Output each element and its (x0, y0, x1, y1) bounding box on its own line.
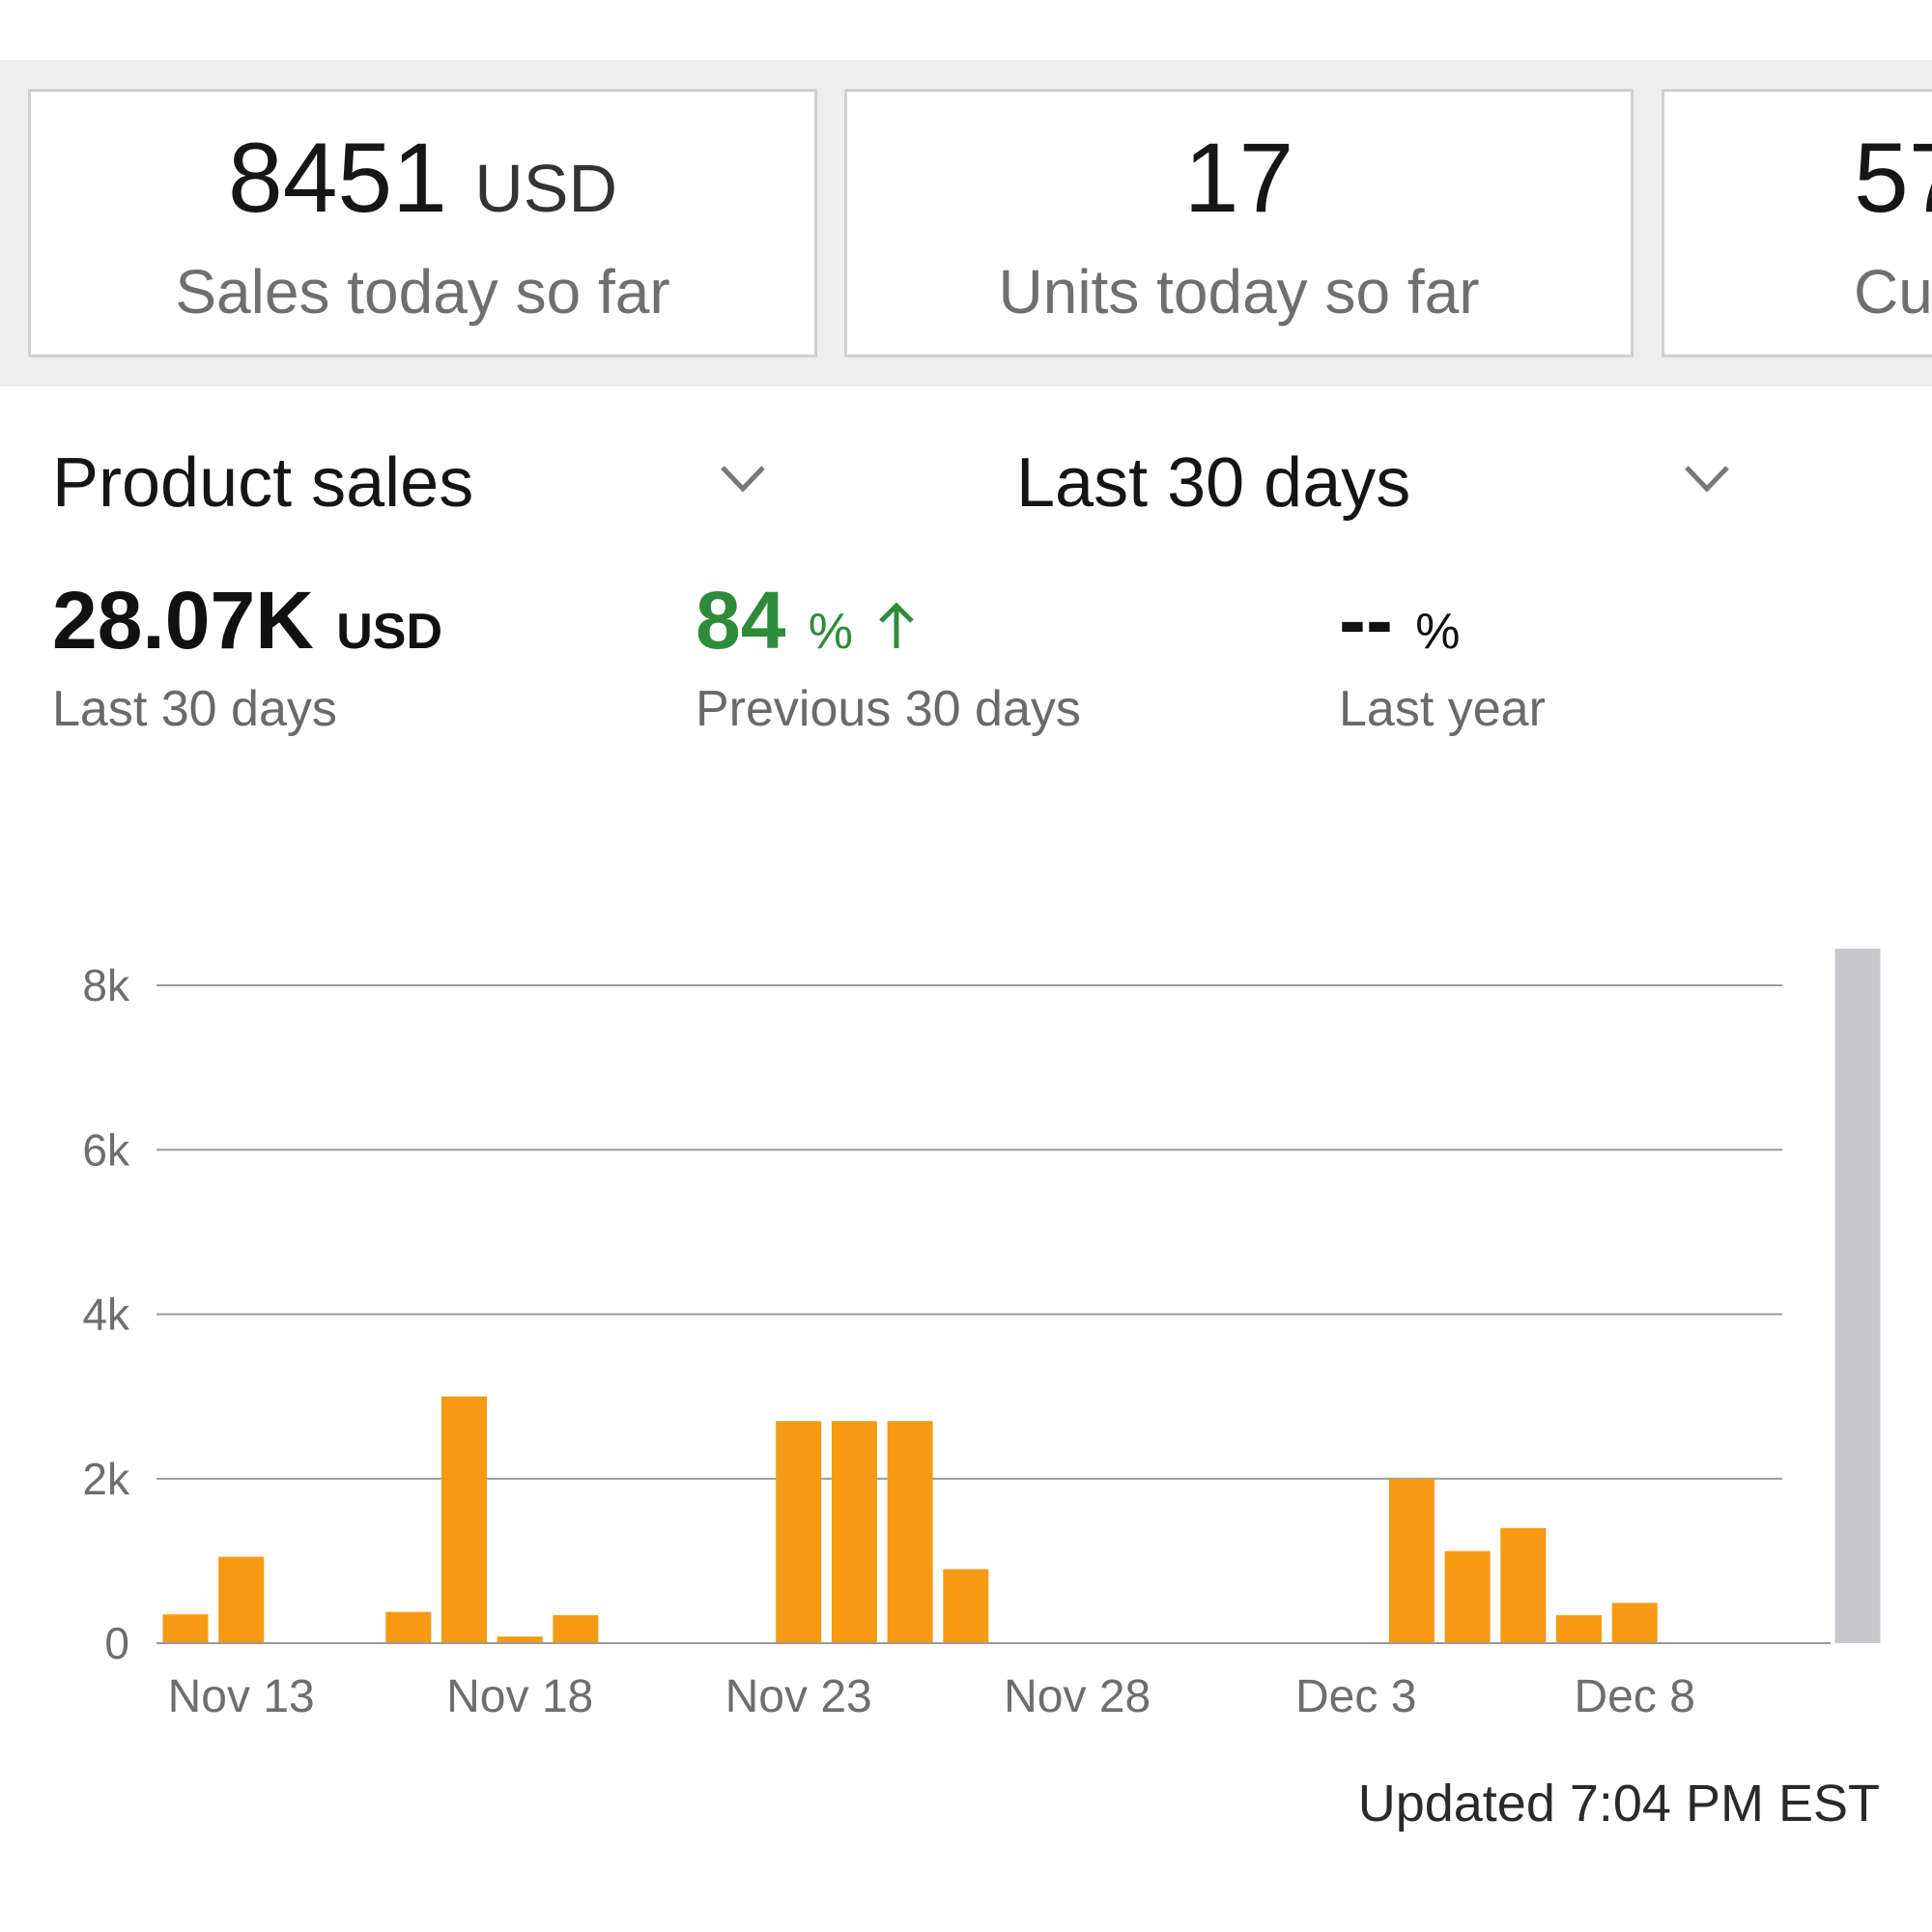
today-bar (1834, 949, 1881, 1643)
sales-bar (1611, 1603, 1658, 1643)
arrow-up-icon (879, 602, 915, 648)
sales-bar (831, 1421, 877, 1643)
y-tick-label: 6k (82, 1124, 130, 1175)
sales-today-unit: USD (474, 151, 618, 226)
current-caption: Curr (1854, 257, 1932, 327)
chevron-down-icon (1685, 466, 1729, 493)
sales-bar (1388, 1478, 1435, 1643)
sales-today-value: 8451 USD (227, 123, 618, 233)
metric-dropdown-label: Product sales (52, 444, 474, 522)
date-range-dropdown[interactable]: Last 30 days (1016, 415, 1750, 551)
x-tick-label: Dec 3 (1295, 1671, 1416, 1722)
y-tick-label: 0 (104, 1618, 129, 1668)
current-value: 57 (1854, 123, 1932, 233)
sales-bar (1556, 1615, 1602, 1643)
sales-bar (1444, 1550, 1491, 1643)
last-year-label: Last year (1339, 681, 1546, 737)
sales-bar (441, 1396, 487, 1643)
updated-timestamp: Updated 7:04 PM EST (1357, 1775, 1880, 1833)
sales-bar (1500, 1527, 1547, 1643)
last-year-value: -- % (1339, 575, 1461, 666)
current-card[interactable]: 57 Curr (1662, 89, 1932, 357)
sales-bar (385, 1611, 432, 1643)
x-tick-label: Nov 13 (168, 1671, 315, 1722)
sales-bar (887, 1421, 933, 1643)
units-today-value: 17 (1183, 123, 1294, 233)
total-sales-label: Last 30 days (52, 681, 337, 737)
previous-period-value: 84 % (696, 580, 1081, 661)
x-tick-label: Nov 18 (446, 1671, 593, 1722)
sales-bar (943, 1569, 989, 1643)
sales-bar (553, 1615, 599, 1643)
y-tick-label: 8k (82, 960, 130, 1010)
sales-today-card[interactable]: 8451 USD Sales today so far (28, 89, 817, 357)
chevron-down-icon (721, 466, 765, 493)
last-year-stat: -- % Last year (1339, 580, 1546, 738)
y-tick-label: 2k (82, 1454, 130, 1504)
previous-period-unit: % (808, 604, 854, 660)
units-today-caption: Units today so far (998, 257, 1480, 327)
sales-bar-chart: 0 2k 4k 6k 8k Nov 13 Nov 18 Nov 23 Nov 28 Dec 3 De… (82, 949, 1881, 1722)
date-range-dropdown-label: Last 30 days (1016, 444, 1411, 522)
total-sales-stat: 28.07K USD Last 30 days (52, 580, 442, 738)
x-tick-label: Nov 23 (725, 1671, 872, 1722)
total-sales-unit: USD (336, 604, 443, 660)
sales-bar (162, 1614, 209, 1643)
last-year-unit: % (1415, 604, 1461, 660)
x-tick-label: Dec 8 (1575, 1671, 1695, 1722)
metric-dropdown[interactable]: Product sales (52, 415, 786, 551)
total-sales-value: 28.07K USD (52, 575, 443, 666)
sales-bar (497, 1636, 543, 1643)
sales-bar (776, 1421, 822, 1643)
x-tick-label: Nov 28 (1004, 1671, 1151, 1722)
previous-period-label: Previous 30 days (696, 681, 1081, 737)
sales-bar (218, 1556, 265, 1643)
y-tick-label: 4k (82, 1290, 130, 1340)
previous-period-stat: 84 % Previous 30 days (696, 580, 1081, 738)
units-today-card[interactable]: 17 Units today so far (844, 89, 1634, 357)
sales-today-caption: Sales today so far (175, 257, 670, 327)
